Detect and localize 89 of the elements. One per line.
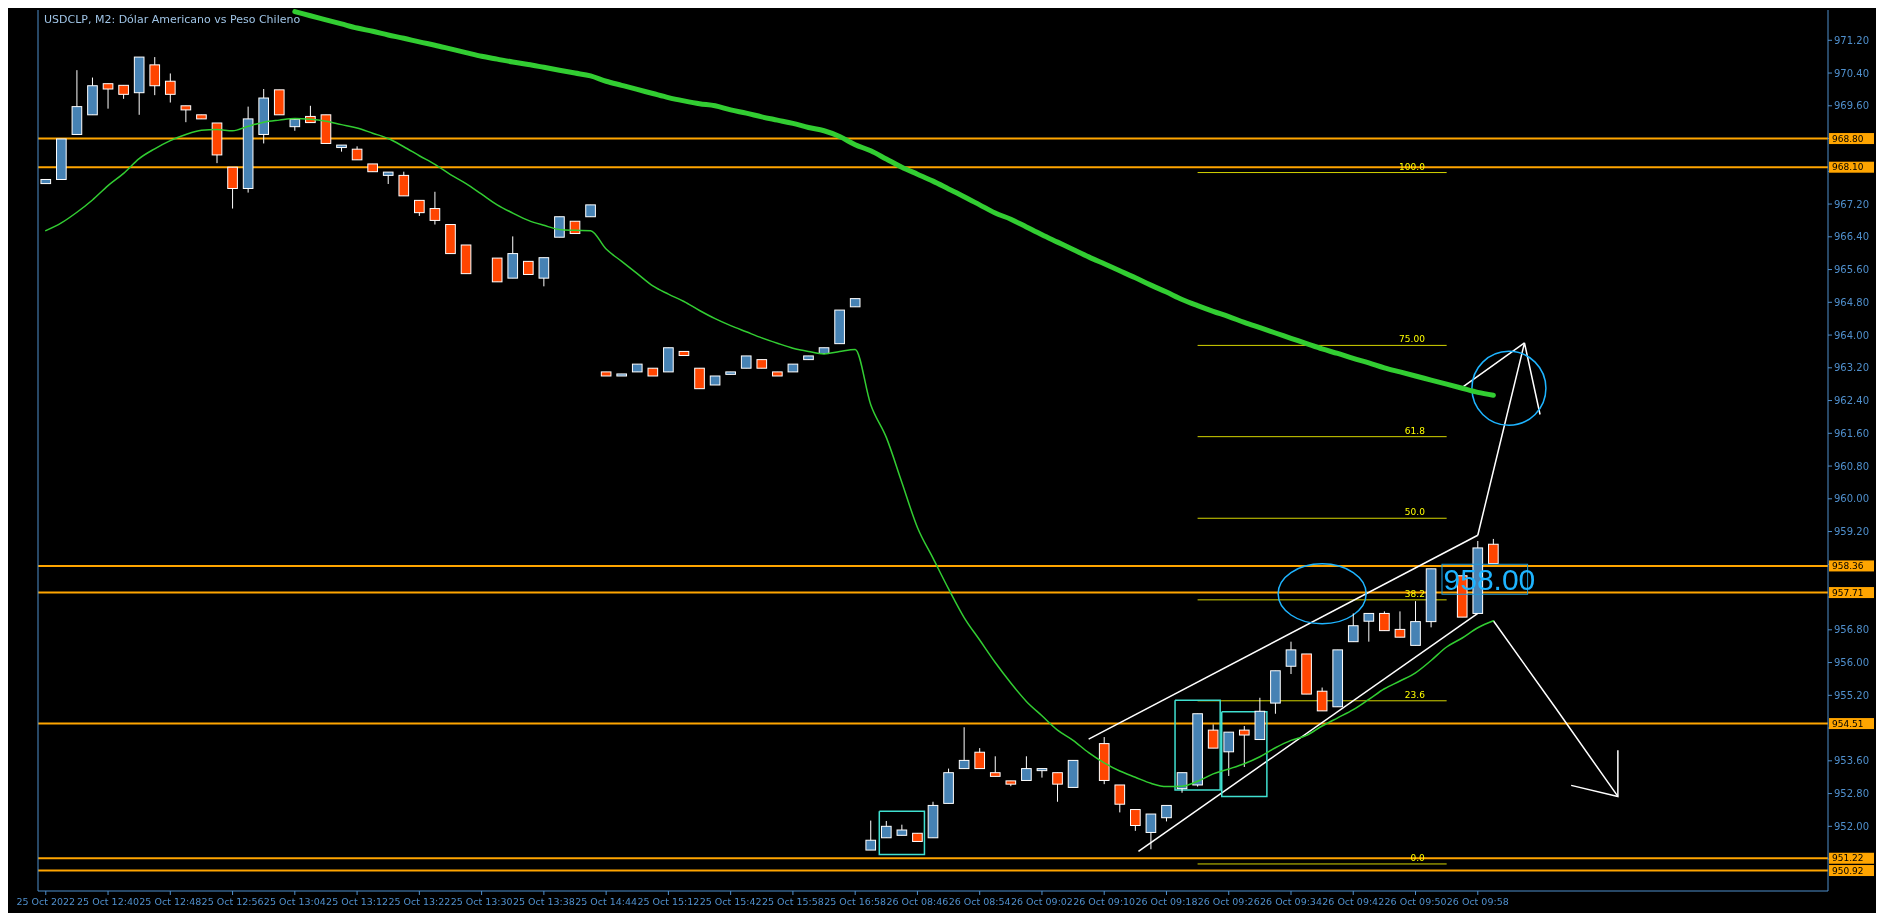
y-tick-label: 967.20 [1834, 198, 1869, 210]
candlestick [1130, 809, 1141, 832]
y-tick-label: 952.00 [1834, 820, 1869, 832]
x-tick-label: 25 Oct 12:48 [139, 896, 202, 907]
y-tick-label: 964.80 [1834, 296, 1869, 308]
y-tick-label: 953.60 [1834, 755, 1869, 767]
y-tick-label: 952.80 [1834, 788, 1869, 800]
x-tick-label: 26 Oct 09:02 [1010, 896, 1073, 907]
ref-line-label: 951.22 [1832, 853, 1864, 864]
candlestick [227, 166, 238, 210]
y-tick-label: 956.80 [1834, 624, 1869, 636]
chart-title: USDCLP, M2: Dólar Americano vs Peso Chileno [44, 13, 301, 26]
candlestick [974, 747, 986, 770]
x-tick-label: 26 Oct 09:50 [1384, 896, 1447, 907]
y-tick-label: 971.20 [1834, 34, 1869, 46]
x-tick-label: 25 Oct 13:38 [512, 896, 575, 907]
candlestick [102, 83, 114, 110]
y-tick-label: 959.20 [1834, 526, 1869, 538]
candlestick [1021, 755, 1032, 781]
candlestick [491, 257, 503, 283]
candlestick [398, 171, 410, 197]
candlestick [1363, 612, 1375, 643]
x-tick-label: 25 Oct 15:42 [699, 896, 762, 907]
x-tick-label: 25 Oct 2022 [16, 896, 76, 907]
candlestick [1394, 610, 1406, 638]
ref-line-label: 75.00 [1399, 334, 1426, 345]
x-tick-label: 26 Oct 08:46 [886, 896, 949, 907]
candlestick [1145, 813, 1157, 850]
x-tick-label: 25 Oct 13:04 [263, 896, 326, 907]
x-tick-label: 25 Oct 12:40 [77, 896, 140, 907]
candlestick [989, 755, 1001, 777]
candlestick [1347, 612, 1359, 643]
ref-line-label: 50.0 [1404, 507, 1426, 518]
candlestick [958, 726, 970, 770]
x-tick-label: 25 Oct 13:30 [450, 896, 513, 907]
candlestick [1176, 772, 1188, 794]
candlestick [538, 257, 550, 287]
candlestick [429, 191, 441, 226]
x-tick-label: 26 Oct 09:18 [1135, 896, 1198, 907]
y-tick-label: 969.60 [1834, 100, 1869, 112]
ref-line-label: 950.92 [1832, 865, 1864, 876]
candlestick [1488, 538, 1499, 564]
candlestick [1316, 687, 1328, 712]
y-tick-label: 964.00 [1834, 329, 1869, 341]
y-tick-label: 961.60 [1834, 427, 1869, 439]
candlestick [554, 216, 565, 238]
ref-line-label: 958.36 [1832, 561, 1864, 572]
ref-line-label: 954.51 [1832, 718, 1864, 729]
y-tick-label: 955.20 [1834, 689, 1869, 701]
x-tick-label: 25 Oct 16:58 [824, 896, 887, 907]
candlestick [1410, 600, 1421, 646]
x-tick-label: 26 Oct 09:58 [1446, 896, 1509, 907]
candlestick [1207, 723, 1219, 749]
ref-line-label: 968.10 [1832, 162, 1864, 173]
y-tick-label: 960.80 [1834, 460, 1869, 472]
candlestick [1114, 784, 1126, 813]
y-tick-label: 956.00 [1834, 657, 1869, 669]
y-tick-label: 963.20 [1834, 362, 1869, 374]
candlestick [1379, 610, 1390, 632]
x-tick-label: 25 Oct 15:58 [761, 896, 824, 907]
candlestick [1052, 772, 1063, 803]
x-tick-label: 25 Oct 12:56 [201, 896, 264, 907]
ref-line-label: 957.71 [1832, 587, 1864, 598]
ref-line-label: 23.6 [1404, 689, 1426, 700]
ref-line-label: 61.8 [1404, 425, 1426, 436]
candlestick [1285, 641, 1297, 675]
y-tick-label: 970.40 [1834, 67, 1869, 79]
y-tick-label: 960.00 [1834, 493, 1869, 505]
x-tick-label: 25 Oct 14:44 [575, 896, 638, 907]
x-tick-label: 26 Oct 09:34 [1260, 896, 1322, 907]
x-tick-label: 26 Oct 09:42 [1322, 896, 1385, 907]
y-tick-label: 962.40 [1834, 395, 1869, 407]
x-tick-label: 26 Oct 09:10 [1073, 896, 1136, 907]
y-tick-label: 965.60 [1834, 264, 1869, 276]
x-tick-label: 25 Oct 15:12 [637, 896, 700, 907]
candlestick [694, 367, 705, 390]
candlestick [1223, 731, 1235, 777]
candlestick [164, 72, 176, 104]
candlestick [180, 105, 192, 123]
candlestick [1238, 725, 1250, 768]
x-tick-label: 25 Oct 13:12 [326, 896, 389, 907]
candlestick [865, 820, 877, 851]
x-tick-label: 25 Oct 13:22 [388, 896, 451, 907]
y-tick-label: 966.40 [1834, 231, 1869, 243]
candlestick [149, 56, 161, 96]
x-tick-label: 26 Oct 08:54 [948, 896, 1011, 907]
candlestick [1036, 768, 1048, 779]
ref-line-label: 968.80 [1832, 133, 1864, 144]
x-tick-label: 26 Oct 09:26 [1197, 896, 1260, 907]
